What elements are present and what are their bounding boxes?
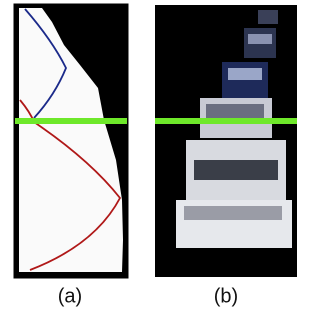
panel-label: (a)	[58, 285, 82, 307]
car-window	[194, 160, 278, 180]
green-line	[155, 118, 297, 124]
car-detail	[184, 206, 282, 220]
car-window	[248, 34, 272, 44]
panel-a	[15, 5, 127, 277]
car-window	[228, 68, 262, 80]
figure: (a) (b)	[0, 0, 311, 314]
panel-label: (b)	[214, 285, 238, 307]
car	[258, 10, 278, 24]
car-window	[206, 104, 264, 118]
panel-b	[155, 5, 297, 277]
green-line	[15, 118, 127, 124]
